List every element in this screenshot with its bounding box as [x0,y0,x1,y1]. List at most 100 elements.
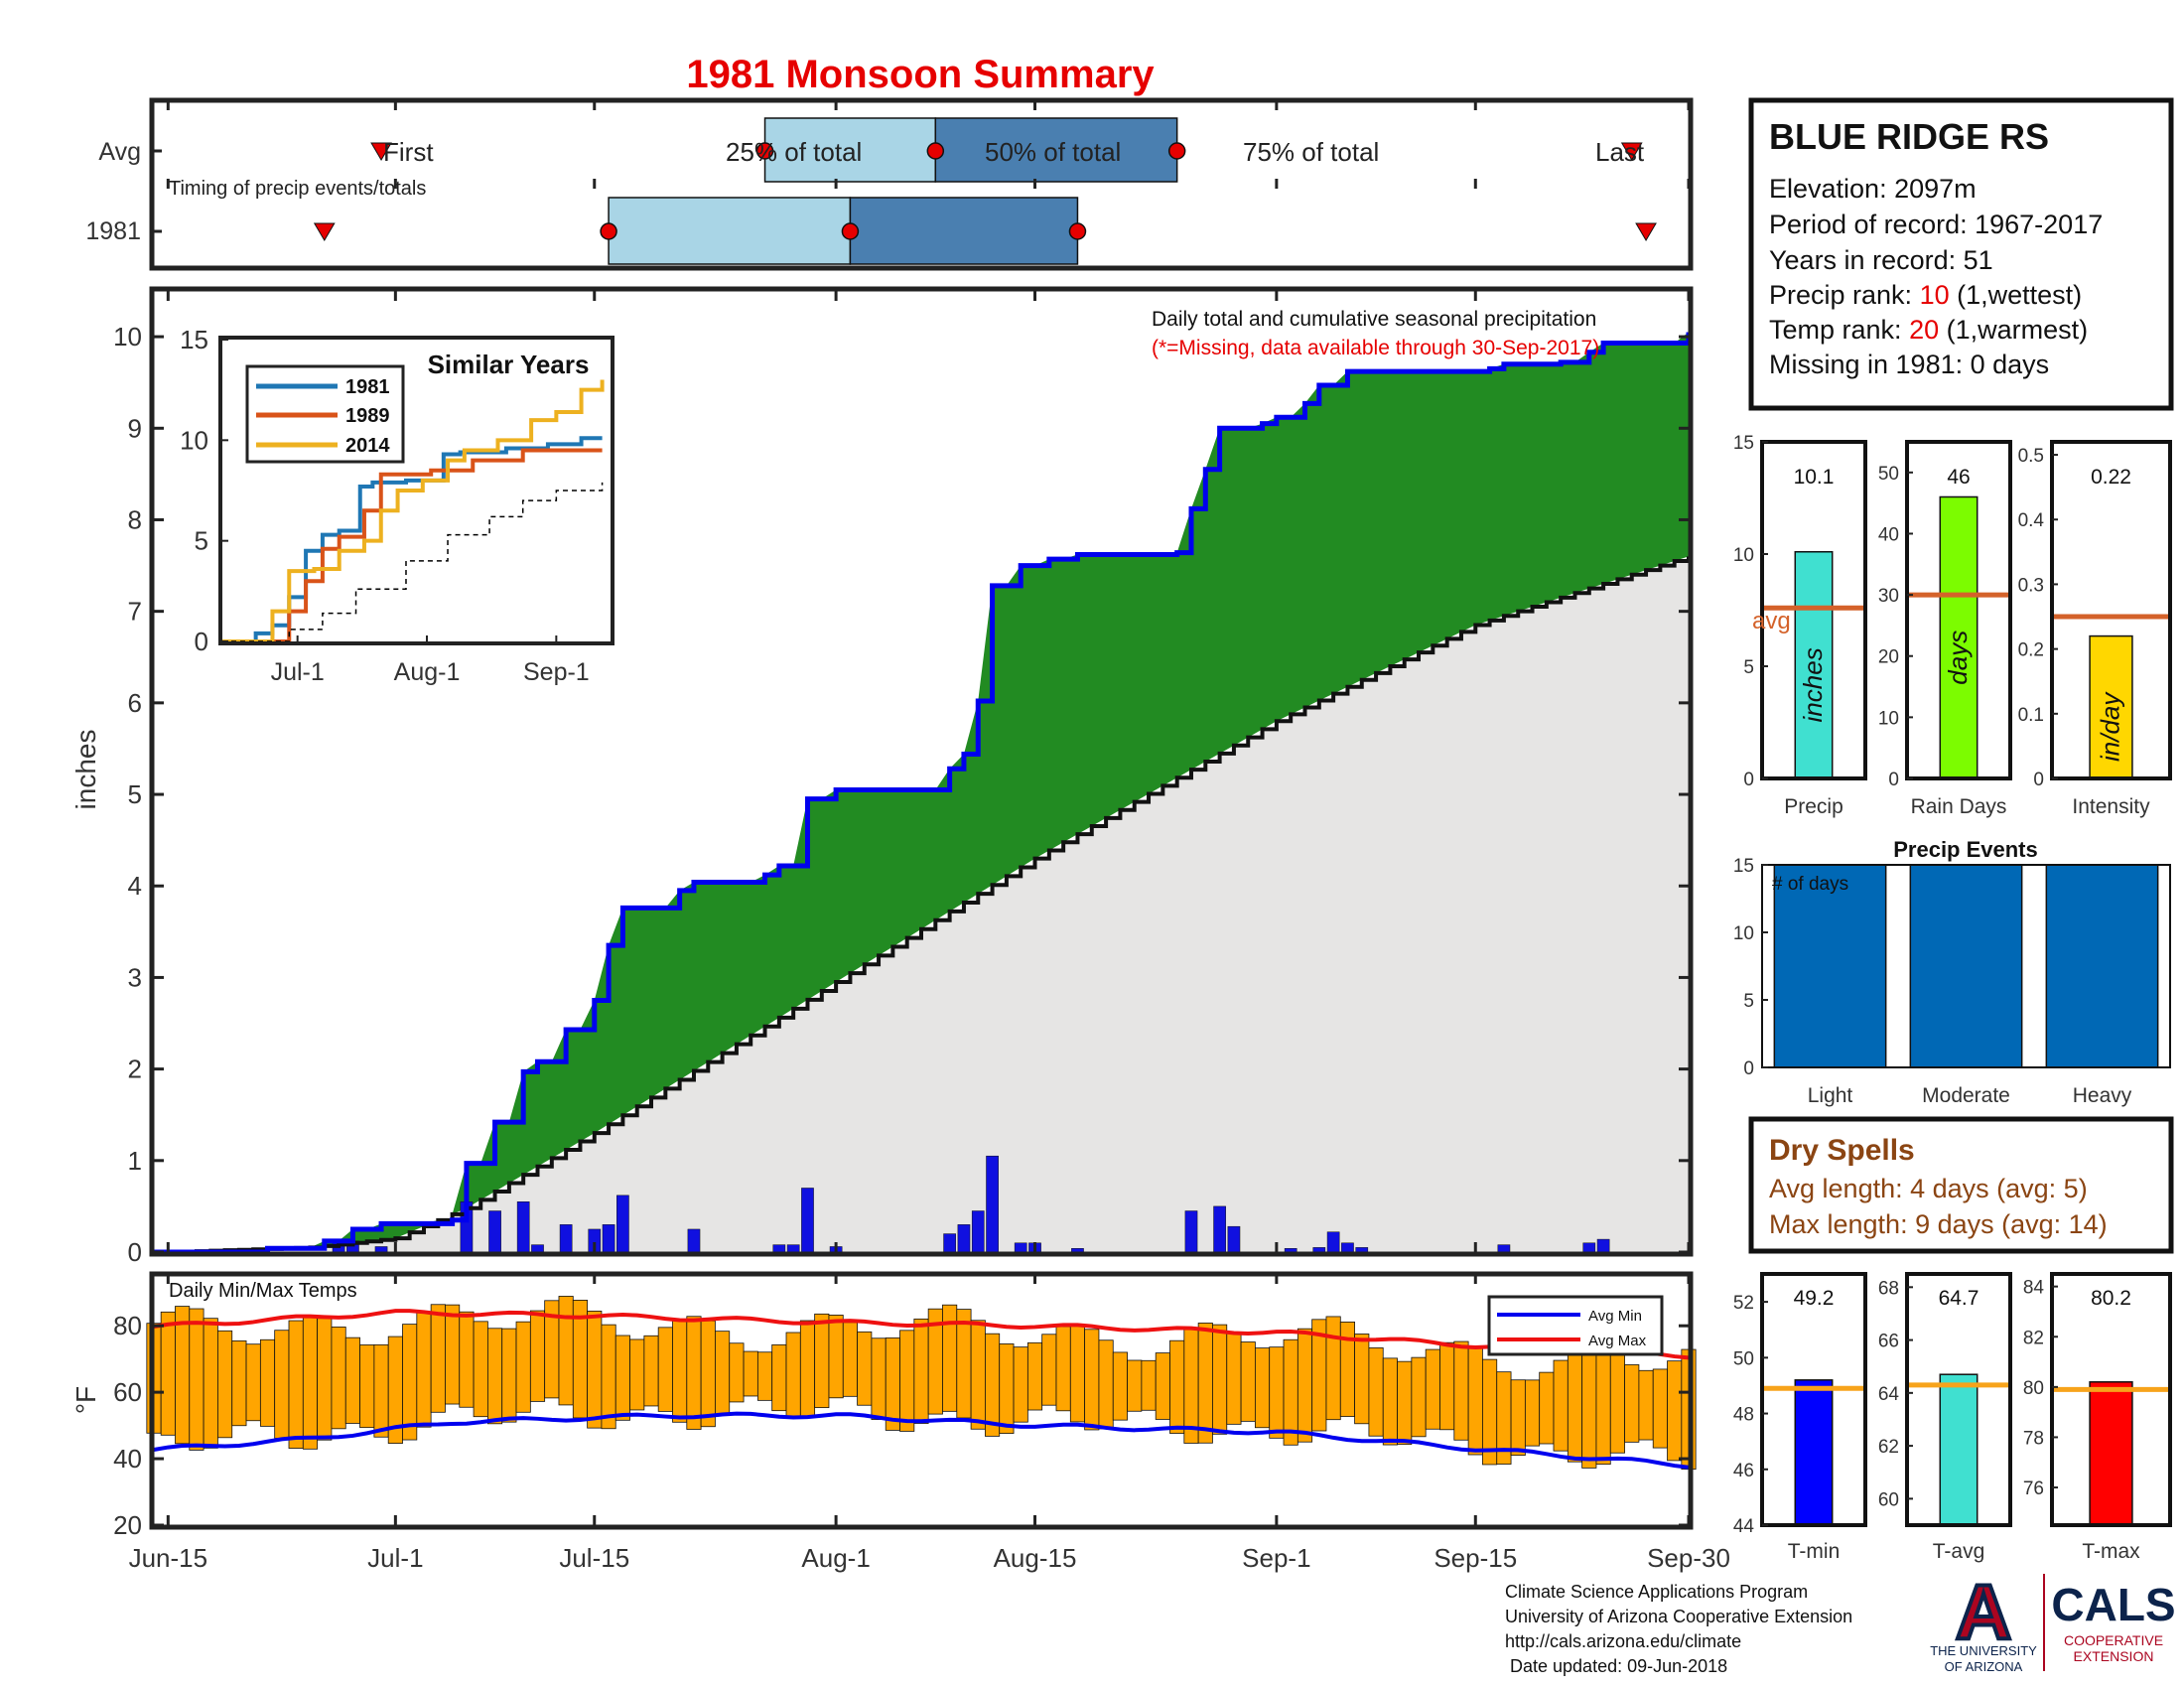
temp-bar-value-label: 64.7 [1939,1287,1979,1310]
temp-chart-frame [149,1271,1694,1530]
daily-temp-bar [259,1338,276,1427]
temp-bar-category-label: T-avg [1933,1540,1985,1563]
temp-bar [1794,1379,1834,1526]
average-cumulative-line [153,556,1691,1255]
inset-y-tick-label: 5 [195,526,208,556]
temp-bar-y-tick-label: 52 [1733,1293,1754,1314]
daily-temp-bar [601,1324,616,1430]
daily-temp-bar [729,1342,745,1403]
daily-precip-bar [801,1188,814,1253]
station-name: BLUE RIDGE RS [1769,116,2049,157]
daily-temp-bar [302,1315,319,1450]
daily-temp-bar [1411,1356,1427,1438]
daily-temp-bar [1609,1354,1625,1454]
stat-bar-unit-label: in/day [2096,691,2125,762]
daily-temp-bar [1453,1340,1469,1441]
daily-temp-bar [1382,1357,1398,1446]
date-tick-label: Sep-15 [1433,1543,1517,1573]
temp-bar-y-tick-label: 50 [1733,1348,1754,1369]
daily-temp-bar [1595,1345,1611,1466]
inset-title: Similar Years [428,350,590,379]
footer-line-3: http://cals.arizona.edu/climate [1505,1631,1741,1651]
temp-legend-max: Avg Max [1588,1333,1647,1349]
precip-y-tick-label: 2 [128,1055,142,1084]
stat-bar-category-label: Intensity [2072,795,2150,818]
daily-temp-bar [515,1321,531,1413]
inset-series-1989 [222,448,603,643]
timing-label-50: 50% of total [985,137,1121,167]
timing-label-25: 25% of total [726,137,862,167]
stat-bar-chart-intensity: 0.22 in/day Intensity 0 0.1 0.2 0.3 0.4 0.5 [2018,440,2172,818]
daily-precip-bar [1014,1242,1027,1253]
stat-bar-category-label: Rain Days [1911,795,2007,818]
daily-temp-bar [956,1309,972,1419]
daily-temp-bar [1539,1371,1555,1445]
stat-bar-frame [1905,440,2012,780]
daily-precip-bar [616,1195,629,1253]
temp-bar-frame [1905,1272,2012,1527]
daily-temp-bar [657,1327,673,1412]
precip-y-tick-label: 8 [128,504,142,534]
temp-bar-category-label: T-max [2082,1540,2140,1563]
inset-y-tick-label: 10 [180,425,208,455]
university-of-arizona-logo: A THE UNIVERSITY OF ARIZONA [1930,1566,2037,1674]
footer-line-1: Climate Science Applications Program [1505,1582,1808,1602]
daily-precip-bar [986,1155,999,1253]
temp-bar-chart-t-max: 80.2 T-max 76 78 80 82 84 [2023,1272,2172,1563]
dry-spells-title: Dry Spells [1769,1134,1915,1167]
daily-temp-bar [160,1311,176,1436]
precip-events-y-label: # of days [1772,874,1848,895]
daily-temp-bar [529,1310,546,1402]
stat-bar-value-label: 0.22 [2091,466,2131,489]
precip-y-tick-label: 5 [128,779,142,809]
footer-line-4: Date updated: 09-Jun-2018 [1505,1656,1727,1676]
temp-bar-value-label: 49.2 [1794,1287,1835,1310]
temp-bar-chart-t-min: 49.2 T-min 44 46 48 50 52 [1733,1272,1867,1563]
daily-temp-bar [1567,1348,1583,1463]
stat-y-tick-label: 10 [1878,708,1899,729]
temp-bar-y-tick-label: 48 [1733,1405,1754,1426]
precip-chart-frame [149,286,1694,1257]
daily-temp-bar [1439,1341,1455,1431]
daily-temp-bar [1026,1341,1043,1411]
stat-bar-unit-label: days [1943,631,1973,685]
temp-plot-area [146,1296,1697,1471]
temp-bar-y-tick-label: 84 [2023,1278,2045,1299]
date-tick-label: Jun-15 [129,1543,208,1573]
daily-temp-bar [1652,1368,1668,1449]
timing-year-marker-last [1635,222,1657,241]
stat-y-tick-label: 10 [1733,545,1754,566]
temp-y-tick-label: 60 [113,1377,142,1407]
station-elevation: Elevation: 2097m [1769,174,1977,204]
timing-label-last: Last [1595,137,1645,167]
temp-bar [1939,1373,1979,1526]
daily-temp-bar [629,1338,645,1411]
inset-x-tick-label: Jul-1 [271,658,325,686]
daily-temp-bar [1127,1359,1143,1412]
precip-events-title: Precip Events [1893,837,2038,862]
stat-bar-value-label: 10.1 [1794,466,1835,489]
inset-legend-1989: 1989 [345,405,390,427]
inset-y-tick-label: 15 [180,325,208,354]
daily-temp-bar [899,1330,915,1432]
station-period: Period of record: 1967-2017 [1769,210,2103,239]
stat-bar [2089,634,2133,779]
daily-precip-bar [1213,1205,1226,1253]
temp-bar-y-tick-label: 78 [2023,1428,2044,1449]
daily-temp-bar [672,1319,688,1423]
timing-panel: Avg 1981 Timing of precip events/totals … [85,97,1694,271]
temp-bar-y-tick-label: 68 [1878,1278,1899,1299]
stat-y-tick-label: 30 [1878,586,1899,607]
precip-events-category-label: Moderate [1922,1084,2010,1107]
daily-temp-bar [1112,1351,1128,1421]
daily-temp-bar [1226,1332,1242,1425]
inset-y-tick-label: 0 [195,627,208,656]
daily-temp-bar [430,1304,446,1413]
precip-y-tick-label: 6 [128,688,142,718]
daily-temp-bar [231,1339,247,1427]
daily-temp-bar [700,1320,716,1428]
stat-y-tick-label: 20 [1878,647,1899,668]
daily-temp-bar [715,1331,731,1416]
daily-precip-bar [516,1201,530,1253]
stat-y-tick-label: 5 [1743,657,1754,678]
